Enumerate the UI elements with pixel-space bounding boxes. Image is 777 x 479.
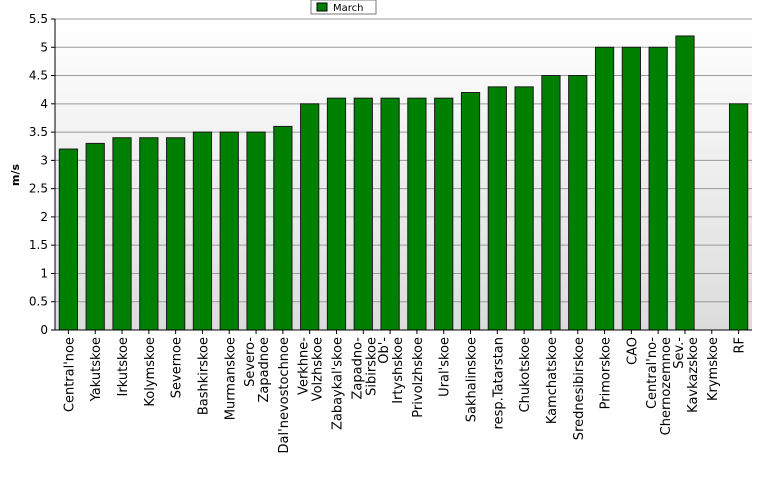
plot-area — [55, 19, 752, 330]
y-tick-label: 0 — [40, 323, 48, 337]
bar[interactable] — [621, 46, 641, 331]
bar[interactable] — [300, 103, 320, 331]
bar[interactable] — [139, 137, 159, 331]
bar[interactable] — [85, 142, 105, 331]
x-tick-label: Sev.-Kavkazskoe — [672, 337, 701, 413]
y-tick-label: 4 — [40, 97, 48, 111]
x-tick-label: Krymskoe — [706, 337, 721, 401]
y-tick-label: 1 — [40, 266, 48, 280]
y-tick-label: 2 — [40, 210, 48, 224]
y-tick-label: 3.5 — [29, 125, 48, 139]
y-tick-labels: 0 0.5 1 1.5 2 2.5 3 3.5 4 4.5 5 5.5 — [29, 12, 55, 337]
x-tick-label: Irkutskoe — [116, 337, 131, 396]
x-tick-label: resp.Tatarstan — [491, 337, 506, 429]
y-tick-label: 5 — [40, 40, 48, 54]
x-tick-label: Bashkirskoe — [196, 337, 211, 415]
bar[interactable] — [648, 46, 668, 331]
x-tick-label: Kamchatskoe — [545, 337, 560, 424]
x-tick-label: Zapadno-Sibirskoe — [350, 337, 379, 400]
y-tick-label: 4.5 — [29, 69, 48, 83]
bar[interactable] — [192, 131, 213, 331]
y-axis-label: m/s — [9, 164, 22, 186]
bar[interactable] — [568, 75, 588, 331]
x-tick-label: Srednesibirskoe — [572, 337, 587, 440]
bar[interactable] — [541, 75, 561, 331]
x-tick-label: Dal'nevostochnoe — [277, 337, 292, 453]
x-tick-label: Yakutskoe — [89, 337, 104, 402]
bar[interactable] — [487, 86, 507, 331]
bar[interactable] — [166, 137, 186, 331]
x-tick-label: Verkhne-Volzhskoe — [297, 337, 326, 402]
x-tick-label: Central'no-Chernozemnoe — [645, 337, 674, 436]
legend-swatch — [316, 2, 328, 12]
y-tick-label: 2.5 — [29, 182, 48, 196]
bar[interactable] — [407, 97, 427, 331]
legend: March — [310, 0, 377, 15]
x-tick-label: Severo-Zapadnoe — [243, 337, 272, 403]
x-tick-label: Severnoe — [170, 337, 185, 398]
bar[interactable] — [246, 131, 266, 331]
y-tick-label: 5.5 — [29, 12, 48, 26]
bar[interactable] — [514, 86, 534, 331]
bar[interactable] — [675, 35, 695, 331]
bar[interactable] — [112, 137, 132, 331]
bar[interactable] — [58, 148, 79, 331]
y-tick-label: 1.5 — [29, 238, 48, 252]
x-tick-label: Primorskoe — [599, 337, 614, 409]
x-tick-label: Sakhalinskoe — [465, 337, 480, 422]
x-tick-label: Ob'-Irtyshskoe — [377, 337, 406, 404]
bar[interactable] — [273, 125, 293, 331]
bar[interactable] — [326, 97, 347, 331]
x-tick-label: Zabaykal'skoe — [330, 337, 345, 430]
x-tick-label: Privolzhskoe — [411, 337, 426, 418]
x-tick-label: RF — [733, 337, 748, 354]
bar[interactable] — [219, 131, 239, 331]
bar[interactable] — [434, 97, 454, 331]
x-tick-label: CAO — [625, 337, 640, 365]
x-tick-labels: Central'noe Yakutskoe Irkutskoe Kolymskoe Se… — [62, 330, 748, 453]
bar[interactable] — [460, 92, 481, 331]
x-tick-label: Chukotskoe — [518, 337, 533, 412]
bar[interactable] — [353, 97, 373, 331]
x-tick-label: Ural'skoe — [438, 337, 453, 397]
y-tick-label: 0.5 — [29, 295, 48, 309]
x-tick-label: Murmanskoe — [223, 337, 238, 420]
legend-label: March — [333, 3, 363, 14]
bar[interactable] — [380, 97, 400, 331]
x-tick-label: Central'noe — [62, 337, 77, 412]
x-tick-label: Kolymskoe — [143, 337, 158, 407]
bar[interactable] — [594, 46, 615, 331]
bar[interactable] — [728, 103, 749, 331]
y-tick-label: 3 — [40, 153, 48, 167]
